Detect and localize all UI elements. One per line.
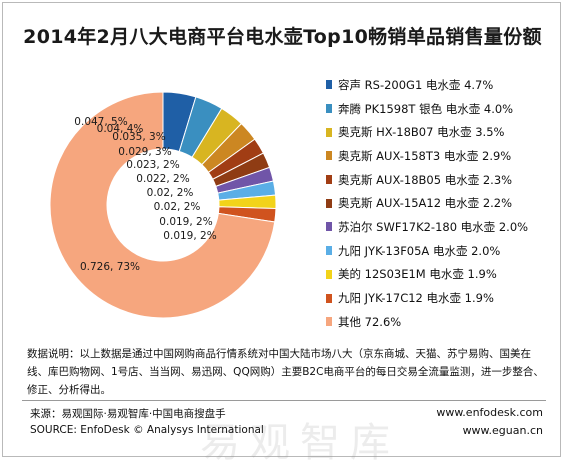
legend: 容声 RS-200G1 电水壶 4.7% 奔腾 PK1598T 银色 电水壶 4.… (326, 73, 528, 334)
legend-item: 苏泊尔 SWF17K2-180 电水壶 2.0% (326, 215, 528, 239)
watermark: 易观智库 (200, 420, 400, 466)
slice-data-label: 0.02, 2% (147, 187, 194, 199)
legend-item: 奔腾 PK1598T 银色 电水壶 4.0% (326, 97, 528, 121)
donut-slice (49, 91, 276, 319)
legend-item: 奥克斯 AUX-15A12 电水壶 2.2% (326, 191, 528, 215)
url-enfodesk: www.enfodesk.com (436, 406, 543, 419)
chart-title: 2014年2月八大电商平台电水壶Top10畅销单品销售量份额 (23, 26, 542, 48)
slice-data-label: 0.04, 4% (97, 123, 144, 135)
legend-item: 九阳 JYK-13F05A 电水壶 2.0% (326, 239, 528, 263)
divider (22, 400, 546, 401)
legend-item: 奥克斯 AUX-158T3 电水壶 2.9% (326, 144, 528, 168)
legend-label: 其他 72.6% (338, 314, 402, 329)
legend-label: 九阳 JYK-17C12 电水壶 1.9% (338, 291, 494, 306)
legend-swatch (326, 269, 332, 279)
legend-item: 美的 12S03E1M 电水壶 1.9% (326, 263, 528, 287)
source-en: SOURCE: EnfoDesk © Analysys Internationa… (30, 424, 264, 436)
legend-label: 容声 RS-200G1 电水壶 4.7% (338, 77, 494, 92)
slice-data-label: 0.02, 2% (154, 201, 201, 213)
legend-swatch (326, 246, 332, 256)
legend-item: 九阳 JYK-17C12 电水壶 1.9% (326, 286, 528, 310)
legend-label: 奥克斯 AUX-18B05 电水壶 2.3% (338, 172, 513, 187)
slice-data-label: 0.029, 3% (118, 146, 171, 158)
legend-label: 奥克斯 HX-18B07 电水壶 3.5% (338, 125, 505, 140)
slice-data-label: 0.019, 2% (159, 216, 212, 228)
slice-data-label: 0.022, 2% (136, 173, 189, 185)
legend-label: 九阳 JYK-13F05A 电水壶 2.0% (338, 243, 501, 258)
url-eguan: www.eguan.cn (462, 424, 543, 437)
legend-label: 美的 12S03E1M 电水壶 1.9% (338, 267, 497, 282)
legend-swatch (326, 222, 332, 232)
legend-swatch (326, 151, 332, 161)
slice-data-label: 0.019, 2% (163, 230, 216, 242)
slice-data-label: 0.726, 73% (80, 261, 140, 273)
legend-swatch (326, 293, 332, 303)
legend-swatch (326, 198, 332, 208)
legend-label: 奔腾 PK1598T 银色 电水壶 4.0% (338, 101, 514, 116)
legend-label: 苏泊尔 SWF17K2-180 电水壶 2.0% (338, 219, 529, 234)
slice-data-label: 0.047, 5% (74, 116, 127, 128)
legend-item: 容声 RS-200G1 电水壶 4.7% (326, 73, 528, 97)
legend-swatch (326, 175, 332, 185)
slice-data-label: 0.023, 2% (126, 159, 179, 171)
legend-swatch (326, 104, 332, 114)
legend-item: 其他 72.6% (326, 310, 528, 334)
legend-item: 奥克斯 AUX-18B05 电水壶 2.3% (326, 168, 528, 192)
legend-swatch (326, 80, 332, 90)
legend-item: 奥克斯 HX-18B07 电水壶 3.5% (326, 120, 528, 144)
legend-swatch (326, 127, 332, 137)
legend-label: 奥克斯 AUX-15A12 电水壶 2.2% (338, 196, 513, 211)
data-note: 数据说明：以上数据是通过中国网购商品行情系统对中国大陆市场八大（京东商城、天猫、… (27, 348, 544, 396)
slice-data-label: 0.035, 3% (112, 131, 165, 143)
source-cn: 来源：易观国际·易观智库·中国电商搜盘手 (30, 408, 226, 420)
legend-swatch (326, 317, 332, 327)
legend-label: 奥克斯 AUX-158T3 电水壶 2.9% (338, 148, 512, 163)
